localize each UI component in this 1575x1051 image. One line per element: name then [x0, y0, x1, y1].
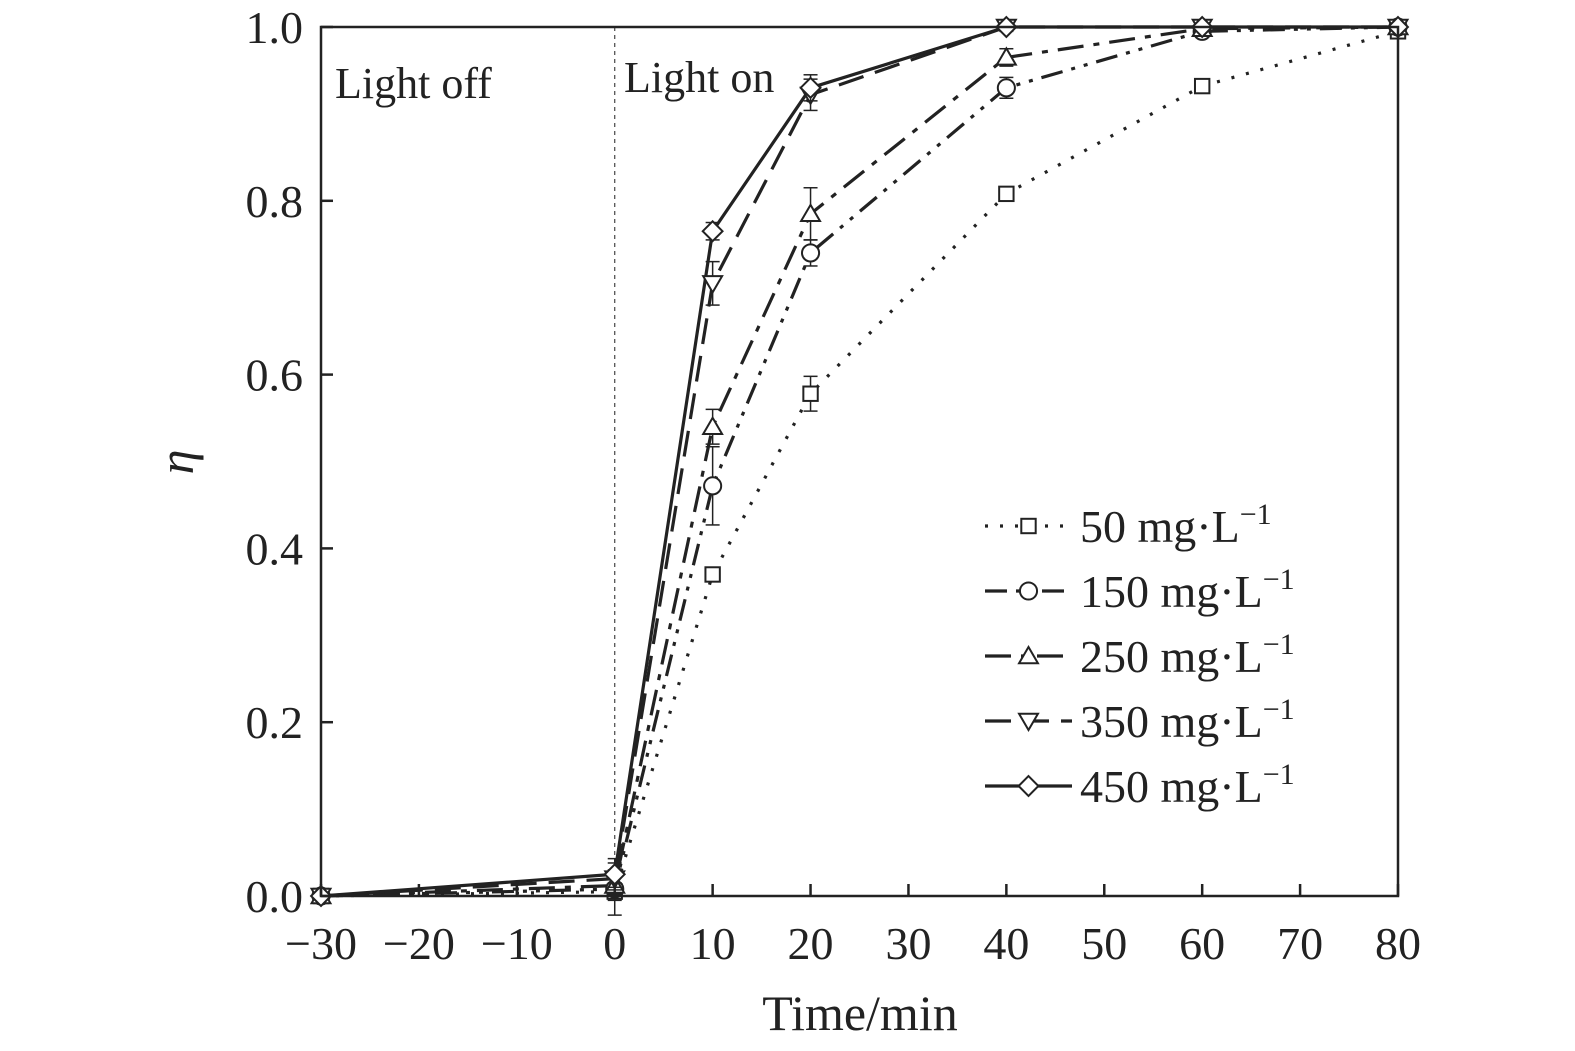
legend-value: 350 mg·L	[1080, 696, 1263, 747]
legend-exponent: −1	[1240, 498, 1272, 531]
marker-triangle-up	[701, 415, 724, 435]
legend-exponent: −1	[1263, 758, 1295, 791]
y-tick-label: 0.8	[246, 176, 304, 227]
x-tick-label: 80	[1375, 918, 1421, 969]
plot-frame	[319, 25, 1400, 898]
marker-triangle-up	[1017, 645, 1040, 665]
legend-label-50: 50 mg·L−1	[1080, 498, 1272, 552]
marker-triangle-down	[701, 275, 724, 295]
tick-layer: −30 −20 −10 0 10 20 30 40 50 60 70 80 0.0 0.2 0.4 0.6 0.…	[246, 2, 1422, 969]
x-tick-label: 20	[788, 918, 834, 969]
x-axis-label: Time/min	[762, 985, 957, 1041]
marker-triangle-up	[799, 202, 822, 223]
marker-square	[1193, 77, 1211, 95]
marker-triangle-up	[995, 46, 1018, 66]
marker-triangle-down	[1017, 712, 1040, 732]
y-tick-label: 0.2	[246, 697, 304, 748]
x-tick-label: 30	[885, 918, 931, 969]
marker-diamond	[1017, 774, 1040, 798]
marker-square	[704, 566, 721, 583]
legend-label-450: 450 mg·L−1	[1080, 758, 1295, 812]
legend-label-350: 350 mg·L−1	[1080, 693, 1295, 747]
y-tick-label: 0.0	[246, 871, 304, 922]
y-axis-label: η	[148, 450, 204, 475]
marker-diamond	[603, 862, 627, 886]
legend-value: 50 mg·L	[1080, 501, 1240, 552]
x-tick-label: 70	[1277, 918, 1323, 969]
x-tick-label: 60	[1179, 918, 1225, 969]
annotation-light-off: Light off	[335, 59, 492, 108]
legend-exponent: −1	[1263, 628, 1295, 661]
legend-label-150: 150 mg·L−1	[1080, 563, 1295, 617]
x-tick-label: 0	[603, 918, 626, 969]
marker-circle	[800, 243, 821, 263]
x-tick-label: 50	[1081, 918, 1127, 969]
y-tick-label: 1.0	[246, 2, 304, 53]
marker-square	[998, 185, 1015, 203]
x-tick-label: 10	[690, 918, 736, 969]
y-tick-label: 0.6	[246, 350, 304, 401]
legend-value: 450 mg·L	[1080, 761, 1263, 812]
marker-diamond	[701, 219, 724, 243]
x-tick-label: −10	[481, 918, 553, 969]
markers-450	[309, 15, 1410, 908]
legend-label-250: 250 mg·L−1	[1080, 628, 1295, 682]
x-tick-label: −20	[383, 918, 455, 969]
x-tick-label: −30	[285, 918, 357, 969]
marker-square	[802, 385, 819, 402]
marker-circle	[703, 476, 723, 496]
marker-diamond	[799, 76, 822, 100]
legend-value: 250 mg·L	[1080, 631, 1263, 682]
y-tick-label: 0.4	[246, 523, 304, 574]
legend-exponent: −1	[1263, 563, 1295, 596]
marker-circle	[996, 78, 1016, 98]
marker-square	[1020, 517, 1037, 535]
legend-exponent: −1	[1263, 693, 1295, 726]
annotation-light-on: Light on	[624, 53, 774, 102]
marker-circle	[1018, 581, 1039, 601]
x-tick-label: 40	[983, 918, 1029, 969]
legend-value: 150 mg·L	[1080, 566, 1263, 617]
